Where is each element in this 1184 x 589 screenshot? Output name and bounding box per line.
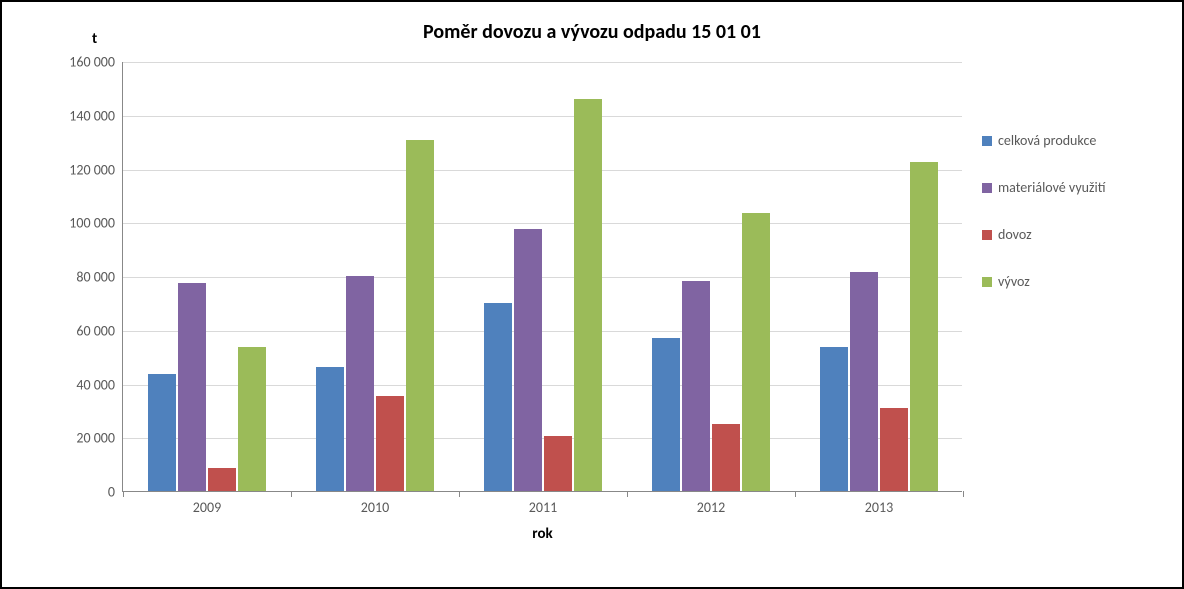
bar	[178, 283, 206, 491]
gridline	[123, 331, 962, 332]
x-tick-mark	[291, 491, 292, 497]
chart-title: Poměr dovozu a vývozu odpadu 15 01 01	[2, 20, 1182, 44]
x-tick-mark	[795, 491, 796, 497]
gridline	[123, 277, 962, 278]
x-axis-title: rok	[532, 525, 552, 543]
bar	[850, 272, 878, 491]
y-tick-label: 140 000	[69, 107, 115, 124]
legend-swatch	[982, 277, 992, 287]
bar	[346, 276, 374, 491]
chart-container: Poměr dovozu a vývozu odpadu 15 01 01 t …	[0, 0, 1184, 589]
bar	[820, 347, 848, 491]
y-tick-label: 80 000	[76, 269, 115, 286]
bar	[712, 424, 740, 491]
legend-item: vývoz	[982, 273, 1106, 290]
bar	[910, 162, 938, 491]
bar	[376, 396, 404, 491]
legend: celková produkce materiálové využití dovoz…	[982, 132, 1106, 320]
bar	[238, 347, 266, 491]
x-tick-label: 2012	[697, 499, 725, 516]
legend-item: materiálové využití	[982, 179, 1106, 196]
plot-area: rok 020 00040 00060 00080 000100 000120 …	[122, 62, 962, 492]
bar	[574, 99, 602, 491]
x-tick-label: 2009	[193, 499, 221, 516]
y-tick-label: 100 000	[69, 215, 115, 232]
gridline	[123, 223, 962, 224]
bar	[682, 281, 710, 491]
gridline	[123, 62, 962, 63]
y-tick-label: 40 000	[76, 376, 115, 393]
legend-label: celková produkce	[998, 132, 1096, 149]
bar	[406, 140, 434, 491]
y-tick-label: 0	[108, 484, 115, 501]
bar	[484, 303, 512, 491]
legend-item: celková produkce	[982, 132, 1106, 149]
legend-label: materiálové využití	[998, 179, 1106, 196]
legend-label: dovoz	[998, 226, 1032, 243]
x-tick-mark	[963, 491, 964, 497]
bar	[514, 229, 542, 491]
x-tick-mark	[459, 491, 460, 497]
x-tick-label: 2013	[865, 499, 893, 516]
legend-swatch	[982, 183, 992, 193]
y-tick-label: 160 000	[69, 54, 115, 71]
y-tick-label: 20 000	[76, 430, 115, 447]
legend-swatch	[982, 230, 992, 240]
legend-item: dovoz	[982, 226, 1106, 243]
y-tick-label: 60 000	[76, 322, 115, 339]
bar	[880, 408, 908, 491]
bar	[544, 436, 572, 491]
x-tick-label: 2010	[361, 499, 389, 516]
bar	[652, 338, 680, 491]
y-tick-label: 120 000	[69, 161, 115, 178]
bar	[742, 213, 770, 491]
legend-label: vývoz	[998, 273, 1030, 290]
y-axis-unit: t	[92, 30, 97, 48]
x-tick-mark	[627, 491, 628, 497]
bar	[208, 468, 236, 491]
x-tick-mark	[123, 491, 124, 497]
bar	[316, 367, 344, 491]
gridline	[123, 170, 962, 171]
x-tick-label: 2011	[529, 499, 557, 516]
gridline	[123, 116, 962, 117]
legend-swatch	[982, 136, 992, 146]
bar	[148, 374, 176, 491]
